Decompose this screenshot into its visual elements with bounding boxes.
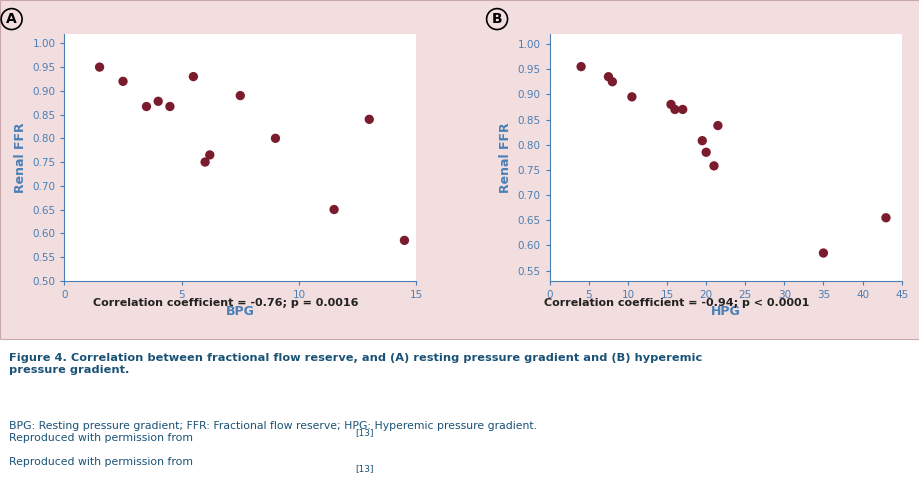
Point	[709, 121, 724, 129]
Point	[667, 106, 682, 113]
Text: A: A	[6, 12, 17, 26]
Point	[163, 103, 177, 110]
Point	[694, 137, 709, 145]
Point	[151, 97, 165, 105]
Text: Correlation coefficient = -0.76; p = 0.0016: Correlation coefficient = -0.76; p = 0.0…	[93, 298, 357, 307]
Text: Reproduced with permission from: Reproduced with permission from	[9, 457, 193, 468]
Point	[698, 149, 713, 156]
X-axis label: HPG: HPG	[710, 305, 740, 318]
Point	[573, 63, 588, 71]
Point	[878, 214, 892, 222]
Point	[675, 106, 689, 113]
Point	[663, 101, 677, 108]
Point	[815, 249, 830, 257]
Y-axis label: Renal FFR: Renal FFR	[14, 122, 27, 193]
Point	[706, 162, 720, 170]
Point	[326, 206, 341, 213]
Point	[605, 78, 619, 86]
Text: Correlation coefficient = -0.94; p < 0.0001: Correlation coefficient = -0.94; p < 0.0…	[543, 298, 808, 307]
Text: BPG: Resting pressure gradient; FFR: Fractional flow reserve; HPG: Hyperemic pre: BPG: Resting pressure gradient; FFR: Fra…	[9, 421, 537, 443]
Point	[361, 116, 376, 123]
Point	[397, 237, 412, 244]
Point	[198, 158, 212, 166]
Point	[600, 73, 615, 80]
Text: Figure 4. Correlation between fractional flow reserve, and (A) resting pressure : Figure 4. Correlation between fractional…	[9, 353, 702, 375]
Y-axis label: Renal FFR: Renal FFR	[499, 122, 512, 193]
Point	[139, 103, 153, 110]
Point	[92, 63, 107, 71]
Point	[233, 91, 247, 99]
Text: [13]: [13]	[355, 428, 373, 438]
Point	[624, 93, 639, 101]
Point	[202, 151, 217, 159]
Text: [13]: [13]	[355, 464, 373, 473]
Point	[267, 135, 282, 142]
Point	[116, 77, 130, 85]
Text: B: B	[492, 12, 502, 26]
X-axis label: BPG: BPG	[225, 305, 255, 318]
Point	[186, 73, 200, 80]
